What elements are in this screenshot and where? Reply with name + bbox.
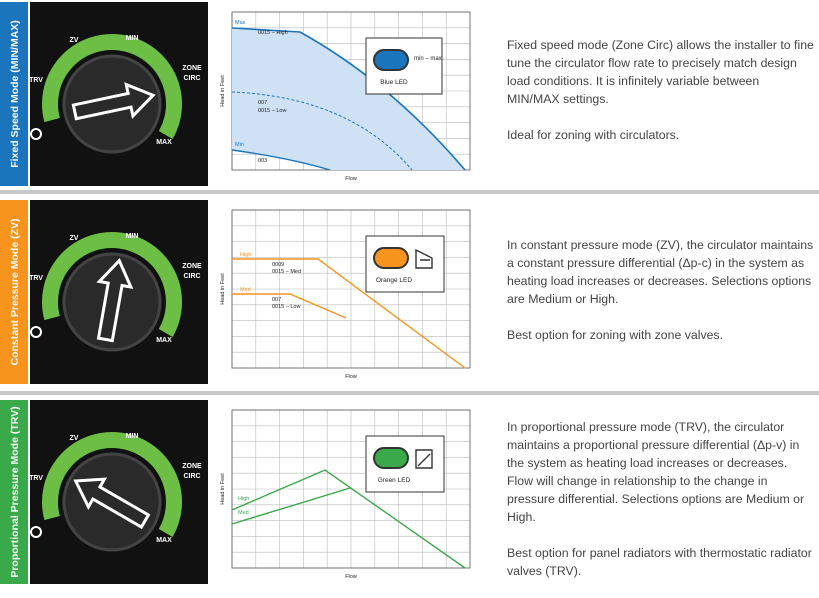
curve xyxy=(232,258,466,369)
description: In proportional pressure mode (TRV), the… xyxy=(507,418,815,598)
dial-arc xyxy=(42,34,182,139)
dial-label: ZV xyxy=(70,37,79,44)
paragraph: Ideal for zoning with circulators. xyxy=(507,128,680,142)
dial-arc xyxy=(42,432,182,537)
dial-label: MIN xyxy=(126,233,139,240)
dial-knob xyxy=(62,54,162,154)
power-icon xyxy=(30,128,42,140)
curve-label: 007 xyxy=(272,297,281,303)
curve-label: 0015 – Med xyxy=(272,269,301,275)
mode-label: Constant Pressure Mode (ZV) xyxy=(9,218,21,365)
mode-label: Proportional Pressure Mode (TRV) xyxy=(9,406,21,577)
dial-arc xyxy=(42,232,182,337)
y-axis-label: Head in Feet xyxy=(220,75,226,107)
led xyxy=(373,447,409,469)
dial-label: CIRC xyxy=(183,473,200,480)
description: Fixed speed mode (Zone Circ) allows the … xyxy=(507,36,815,162)
graphics: Fixed Speed Mode (MIN/MAX) ZV MIN TRV ZONE CI… xyxy=(0,2,819,584)
dial-label: TRV xyxy=(29,275,43,282)
x-axis-label: Flow xyxy=(345,176,357,182)
curve-label: 0015 – Low xyxy=(272,304,300,310)
dial-label: ZV xyxy=(70,235,79,242)
dial-label: ZONE xyxy=(182,463,202,470)
area xyxy=(232,28,465,170)
separator xyxy=(0,391,819,395)
curve-label: High xyxy=(238,496,249,502)
led xyxy=(373,247,409,269)
mode-tab xyxy=(0,2,28,186)
dial-label: MIN xyxy=(126,433,139,440)
legend-label: Orange LED xyxy=(376,277,412,284)
power-icon xyxy=(30,326,42,338)
dial-arrow xyxy=(73,477,151,530)
curve-label: 003 xyxy=(258,158,267,164)
plot-frame xyxy=(231,209,471,369)
mode-tab xyxy=(0,400,28,584)
dial-label: CIRC xyxy=(183,273,200,280)
x-axis-label: Flow xyxy=(345,574,357,580)
curve-label: Med xyxy=(238,510,249,516)
dial-label: TRV xyxy=(29,475,43,482)
dial-label: CIRC xyxy=(183,75,200,82)
mode-icon xyxy=(415,449,433,469)
curve xyxy=(231,487,351,525)
dial-label: MAX xyxy=(156,337,172,344)
y-axis-label: Head in Feet xyxy=(220,273,226,305)
x-axis-label: Flow xyxy=(345,374,357,380)
dial-label: MIN xyxy=(126,35,139,42)
paragraph: In proportional pressure mode (TRV), the… xyxy=(507,420,805,524)
curve xyxy=(231,469,466,569)
mode-tab xyxy=(0,200,28,384)
dial-label: ZONE xyxy=(182,65,202,72)
curve-label: Max xyxy=(235,20,246,26)
power-icon xyxy=(30,526,42,538)
dial-label: ZV xyxy=(70,435,79,442)
dial-knob xyxy=(62,252,162,352)
plot-frame xyxy=(231,409,471,569)
curve-label: High xyxy=(240,252,251,258)
legend-label: Green LED xyxy=(378,477,411,484)
curve xyxy=(231,149,331,171)
dial-arrow xyxy=(71,82,156,121)
mode-label: Fixed Speed Mode (MIN/MAX) xyxy=(9,20,21,168)
y-axis-label: Head in Feet xyxy=(220,473,226,505)
curve-label: 0015 – High xyxy=(258,30,288,36)
dial-knob xyxy=(62,452,162,552)
description: In constant pressure mode (ZV), the circ… xyxy=(507,236,815,362)
curve-label: 0015 – Low xyxy=(258,108,286,114)
curve xyxy=(231,91,413,171)
dial-label: MAX xyxy=(156,139,172,146)
mode-icon xyxy=(415,248,433,269)
curve xyxy=(232,293,347,319)
paragraph: In constant pressure mode (ZV), the circ… xyxy=(507,238,814,306)
curve-label: 0009 xyxy=(272,262,284,268)
legend-label: Blue LED xyxy=(380,79,408,86)
led xyxy=(373,49,409,71)
dial-label: MAX xyxy=(156,537,172,544)
dial-label: TRV xyxy=(29,77,43,84)
dial-label: ZONE xyxy=(182,263,202,270)
paragraph: Best option for panel radiators with the… xyxy=(507,546,812,578)
curve-label: Min xyxy=(235,142,244,148)
separator xyxy=(0,190,819,194)
page: Fixed Speed Mode (MIN/MAX) ZV MIN TRV ZONE CI… xyxy=(0,2,819,584)
curve-label: 007 xyxy=(258,100,267,106)
legend-note: min – max xyxy=(414,56,442,62)
paragraph: Best option for zoning with zone valves. xyxy=(507,328,724,342)
paragraph: Fixed speed mode (Zone Circ) allows the … xyxy=(507,38,814,106)
curve-label: Med xyxy=(240,287,251,293)
dial-arrow xyxy=(96,257,134,343)
